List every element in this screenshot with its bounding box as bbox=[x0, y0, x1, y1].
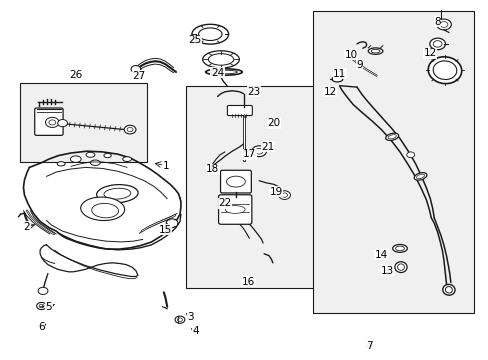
Ellipse shape bbox=[385, 133, 398, 140]
Text: 5: 5 bbox=[45, 302, 52, 312]
Circle shape bbox=[38, 287, 48, 294]
Text: 12: 12 bbox=[323, 87, 336, 97]
Ellipse shape bbox=[103, 153, 111, 158]
Circle shape bbox=[278, 191, 290, 199]
Ellipse shape bbox=[397, 264, 404, 270]
Circle shape bbox=[131, 66, 141, 73]
Ellipse shape bbox=[90, 160, 100, 166]
Bar bbox=[20, 83, 146, 162]
Circle shape bbox=[175, 316, 184, 323]
FancyBboxPatch shape bbox=[35, 108, 63, 135]
Ellipse shape bbox=[331, 77, 342, 82]
Ellipse shape bbox=[92, 203, 118, 218]
Text: 20: 20 bbox=[267, 118, 280, 128]
Ellipse shape bbox=[86, 152, 95, 157]
Circle shape bbox=[127, 127, 133, 132]
Text: 1: 1 bbox=[163, 161, 169, 171]
Circle shape bbox=[255, 148, 263, 154]
Ellipse shape bbox=[432, 61, 456, 80]
Text: 12: 12 bbox=[423, 48, 436, 58]
Ellipse shape bbox=[225, 206, 244, 213]
Text: 8: 8 bbox=[433, 17, 440, 27]
Text: 17: 17 bbox=[242, 149, 256, 159]
Ellipse shape bbox=[57, 162, 65, 166]
Text: 7: 7 bbox=[365, 341, 372, 351]
Circle shape bbox=[436, 19, 450, 30]
Ellipse shape bbox=[81, 197, 124, 221]
Ellipse shape bbox=[97, 185, 138, 203]
Text: 11: 11 bbox=[332, 69, 346, 79]
Text: 25: 25 bbox=[187, 35, 201, 45]
Ellipse shape bbox=[210, 70, 237, 74]
Text: 14: 14 bbox=[374, 250, 387, 260]
Circle shape bbox=[45, 117, 59, 127]
Circle shape bbox=[429, 38, 445, 50]
Text: 9: 9 bbox=[355, 60, 362, 70]
Ellipse shape bbox=[445, 287, 451, 293]
Text: 10: 10 bbox=[344, 50, 357, 60]
Ellipse shape bbox=[442, 284, 454, 295]
Ellipse shape bbox=[387, 135, 395, 139]
Ellipse shape bbox=[191, 24, 228, 44]
Text: 23: 23 bbox=[247, 87, 261, 97]
Text: 3: 3 bbox=[187, 312, 194, 322]
Ellipse shape bbox=[413, 173, 426, 180]
Circle shape bbox=[37, 302, 46, 310]
Text: 22: 22 bbox=[218, 198, 231, 208]
Bar bbox=[185, 86, 317, 288]
Bar bbox=[312, 11, 473, 313]
FancyBboxPatch shape bbox=[218, 195, 251, 224]
Circle shape bbox=[432, 41, 441, 47]
Ellipse shape bbox=[427, 57, 461, 84]
Text: 26: 26 bbox=[69, 70, 82, 80]
Text: 13: 13 bbox=[380, 266, 393, 276]
Ellipse shape bbox=[395, 246, 404, 251]
Ellipse shape bbox=[208, 54, 233, 65]
Ellipse shape bbox=[226, 176, 245, 187]
Ellipse shape bbox=[70, 156, 81, 162]
Ellipse shape bbox=[394, 262, 406, 273]
FancyBboxPatch shape bbox=[227, 105, 252, 116]
Ellipse shape bbox=[370, 49, 379, 53]
Ellipse shape bbox=[416, 174, 424, 179]
Circle shape bbox=[166, 219, 178, 228]
Text: 24: 24 bbox=[210, 68, 224, 78]
Circle shape bbox=[58, 120, 67, 127]
Text: 2: 2 bbox=[23, 222, 30, 232]
Circle shape bbox=[406, 152, 414, 158]
Circle shape bbox=[177, 318, 182, 321]
Text: 16: 16 bbox=[241, 276, 255, 287]
Ellipse shape bbox=[122, 157, 131, 161]
Circle shape bbox=[39, 304, 44, 308]
Circle shape bbox=[124, 125, 136, 134]
Circle shape bbox=[281, 193, 287, 197]
Text: 19: 19 bbox=[269, 186, 283, 197]
Text: 15: 15 bbox=[158, 225, 172, 235]
Text: 18: 18 bbox=[205, 164, 219, 174]
Text: 21: 21 bbox=[261, 142, 274, 152]
Ellipse shape bbox=[367, 48, 382, 54]
Circle shape bbox=[49, 120, 56, 125]
Ellipse shape bbox=[205, 69, 242, 75]
Text: 4: 4 bbox=[192, 326, 199, 336]
Ellipse shape bbox=[392, 244, 407, 252]
Ellipse shape bbox=[104, 188, 130, 199]
Ellipse shape bbox=[203, 51, 239, 68]
Text: 6: 6 bbox=[38, 322, 45, 332]
Ellipse shape bbox=[198, 28, 222, 41]
Text: 27: 27 bbox=[132, 71, 146, 81]
FancyBboxPatch shape bbox=[220, 170, 251, 193]
Circle shape bbox=[251, 146, 266, 157]
Circle shape bbox=[439, 22, 447, 27]
